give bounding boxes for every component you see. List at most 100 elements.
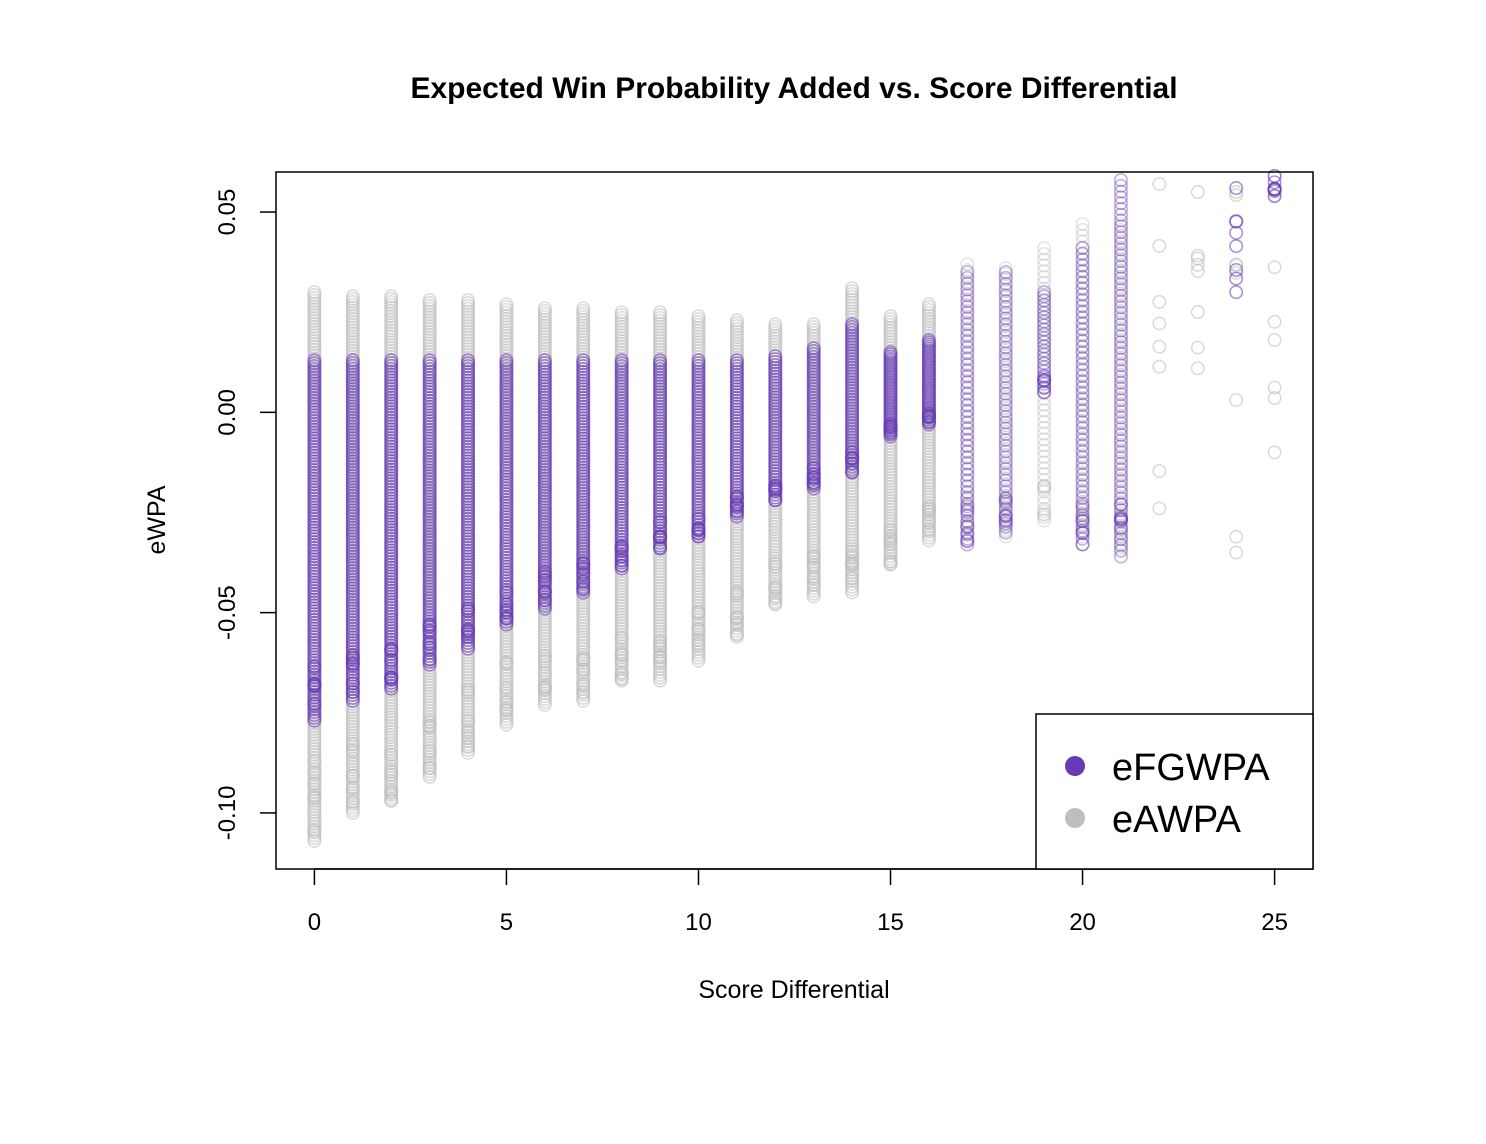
eawpa-point bbox=[960, 490, 975, 505]
efgwpa-point bbox=[1113, 416, 1128, 431]
efgwpa-point bbox=[960, 450, 975, 465]
eawpa-point bbox=[1037, 455, 1052, 470]
eawpa-point bbox=[1075, 280, 1090, 295]
eawpa-point bbox=[1075, 269, 1090, 284]
efgwpa-point bbox=[960, 375, 975, 390]
y-tick-label: 0.05 bbox=[214, 189, 241, 236]
eawpa-point bbox=[422, 744, 437, 759]
eawpa-point bbox=[960, 513, 975, 528]
eawpa-point bbox=[1113, 495, 1128, 510]
eawpa-point bbox=[1075, 384, 1090, 399]
legend-marker-eawpa bbox=[1065, 808, 1085, 828]
efgwpa-point bbox=[1113, 358, 1128, 373]
eawpa-point bbox=[1267, 333, 1282, 348]
efgwpa-point bbox=[998, 479, 1013, 494]
efgwpa-point bbox=[1113, 294, 1128, 309]
efgwpa-point bbox=[998, 508, 1013, 523]
eawpa-point bbox=[1075, 251, 1090, 266]
eawpa-point bbox=[1037, 368, 1052, 383]
eawpa-point bbox=[1075, 500, 1090, 515]
efgwpa-point bbox=[1113, 335, 1128, 350]
eawpa-point bbox=[1113, 373, 1128, 388]
efgwpa-point bbox=[960, 531, 975, 546]
eawpa-point bbox=[1075, 454, 1090, 469]
eawpa-point bbox=[960, 461, 975, 476]
eawpa-point bbox=[960, 525, 975, 540]
eawpa-point bbox=[998, 319, 1013, 334]
eawpa-point bbox=[1037, 510, 1052, 525]
efgwpa-point bbox=[960, 346, 975, 361]
eawpa-point bbox=[806, 549, 821, 564]
eawpa-point bbox=[1075, 246, 1090, 261]
efgwpa-point bbox=[1037, 372, 1052, 387]
efgwpa-point bbox=[960, 288, 975, 303]
eawpa-point bbox=[1075, 338, 1090, 353]
efgwpa-point bbox=[1075, 368, 1090, 383]
efgwpa-point bbox=[691, 526, 706, 541]
efgwpa-point bbox=[998, 508, 1013, 523]
eawpa-point bbox=[691, 309, 706, 324]
efgwpa-point bbox=[1113, 513, 1128, 528]
eawpa-point bbox=[998, 412, 1013, 427]
eawpa-point bbox=[1075, 240, 1090, 255]
eawpa-point bbox=[1037, 385, 1052, 400]
efgwpa-point bbox=[1113, 451, 1128, 466]
eawpa-point bbox=[1075, 373, 1090, 388]
efgwpa-point bbox=[1075, 398, 1090, 413]
efgwpa-point bbox=[845, 456, 860, 471]
eawpa-point bbox=[998, 523, 1013, 538]
eawpa-point bbox=[1075, 361, 1090, 376]
eawpa-point bbox=[998, 406, 1013, 421]
efgwpa-point bbox=[1075, 322, 1090, 337]
efgwpa-point bbox=[960, 479, 975, 494]
efgwpa-point bbox=[998, 421, 1013, 436]
eawpa-point bbox=[1037, 304, 1052, 319]
efgwpa-point bbox=[806, 477, 821, 492]
eawpa-point bbox=[845, 571, 860, 586]
eawpa-point bbox=[1113, 497, 1128, 512]
eawpa-point bbox=[1075, 298, 1090, 313]
efgwpa-point bbox=[960, 527, 975, 542]
eawpa-point bbox=[806, 317, 821, 332]
eawpa-point bbox=[1113, 431, 1128, 446]
legend-label-efgwpa: eFGWPA bbox=[1112, 747, 1270, 789]
efgwpa-point bbox=[960, 363, 975, 378]
eawpa-point bbox=[960, 408, 975, 423]
eawpa-point bbox=[691, 632, 706, 647]
eawpa-point bbox=[998, 301, 1013, 316]
efgwpa-point bbox=[1075, 392, 1090, 407]
eawpa-point bbox=[998, 383, 1013, 398]
efgwpa-point bbox=[1037, 370, 1052, 385]
eawpa-point bbox=[576, 653, 591, 668]
eawpa-point bbox=[1113, 472, 1128, 487]
efgwpa-point bbox=[537, 593, 552, 608]
efgwpa-point bbox=[960, 485, 975, 500]
eawpa-point bbox=[1113, 503, 1128, 518]
eawpa-point bbox=[998, 325, 1013, 340]
efgwpa-point bbox=[307, 677, 322, 692]
efgwpa-point bbox=[960, 462, 975, 477]
efgwpa-point bbox=[1075, 403, 1090, 418]
eawpa-point bbox=[1075, 413, 1090, 428]
eawpa-point bbox=[1267, 314, 1282, 329]
efgwpa-point bbox=[1113, 271, 1128, 286]
eawpa-point bbox=[307, 776, 322, 791]
efgwpa-point bbox=[384, 642, 399, 657]
eawpa-point bbox=[806, 570, 821, 585]
eawpa-point bbox=[537, 649, 552, 664]
eawpa-point bbox=[422, 714, 437, 729]
efgwpa-point bbox=[960, 265, 975, 280]
efgwpa-point bbox=[998, 375, 1013, 390]
efgwpa-point bbox=[998, 282, 1013, 297]
efgwpa-point bbox=[653, 529, 668, 544]
efgwpa-point bbox=[1075, 270, 1090, 285]
eawpa-point bbox=[1113, 385, 1128, 400]
efgwpa-point bbox=[1037, 322, 1052, 337]
efgwpa-point bbox=[422, 624, 437, 639]
efgwpa-point bbox=[691, 353, 706, 368]
efgwpa-point bbox=[1075, 526, 1090, 541]
eawpa-point bbox=[1037, 362, 1052, 377]
efgwpa-point bbox=[1113, 497, 1128, 512]
efgwpa-point bbox=[1075, 357, 1090, 372]
efgwpa-point bbox=[1113, 346, 1128, 361]
